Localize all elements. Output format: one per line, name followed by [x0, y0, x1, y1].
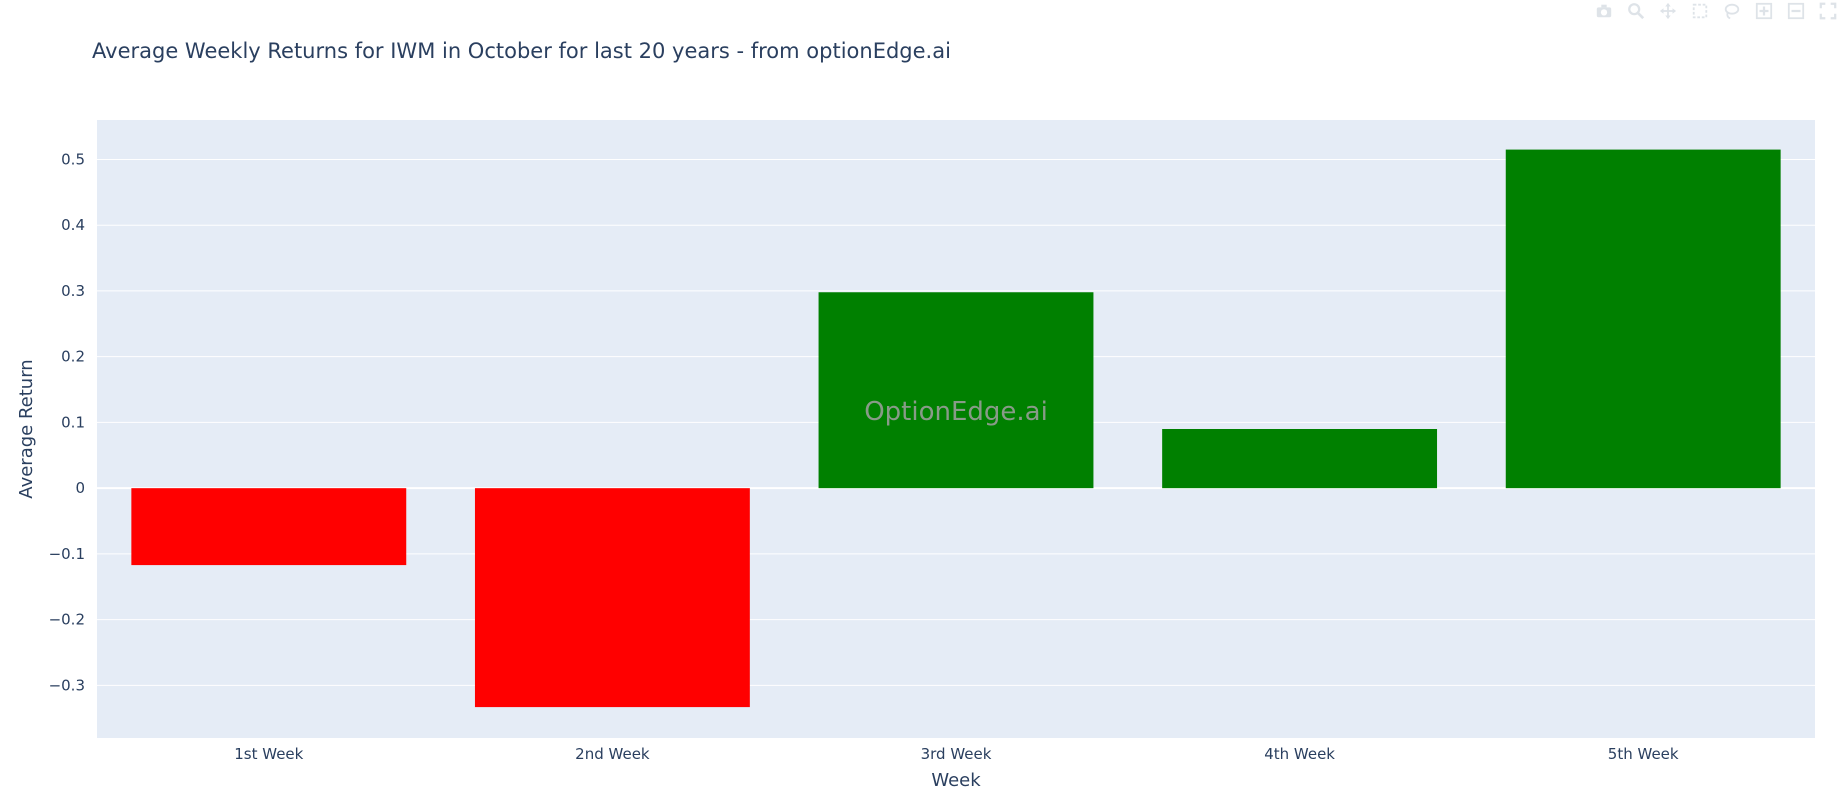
x-axis-ticks: 1st Week 2nd Week 3rd Week 4th Week 5th Week [234, 745, 1679, 763]
x-tick-label: 4th Week [1264, 745, 1335, 763]
bar-2[interactable] [474, 488, 750, 708]
modebar [1593, 0, 1839, 22]
autoscale-icon[interactable] [1817, 0, 1839, 22]
y-tick-label: 0.5 [61, 150, 85, 168]
x-tick-label: 1st Week [234, 745, 303, 763]
bar-1[interactable] [131, 488, 407, 566]
zoom-icon[interactable] [1625, 0, 1647, 22]
chart-title: Average Weekly Returns for IWM in Octobe… [92, 39, 951, 63]
bars [131, 149, 1781, 708]
bar-3[interactable] [818, 292, 1094, 489]
watermark: OptionEdge.ai [864, 397, 1048, 427]
pan-icon[interactable] [1657, 0, 1679, 22]
x-axis-label: Week [931, 770, 981, 791]
y-tick-label: −0.3 [49, 676, 85, 694]
x-tick-label: 2nd Week [575, 745, 650, 763]
x-tick-label: 5th Week [1608, 745, 1679, 763]
y-axis-label: Average Return [16, 359, 37, 498]
bar-5[interactable] [1505, 149, 1781, 489]
y-axis-ticks: −0.3 −0.2 −0.1 0 0.1 0.2 0.3 0.4 0.5 [49, 150, 85, 694]
y-tick-label: 0 [75, 479, 85, 497]
x-tick-label: 3rd Week [921, 745, 992, 763]
box-select-icon[interactable] [1689, 0, 1711, 22]
y-tick-label: −0.2 [49, 611, 85, 629]
zoom-in-icon[interactable] [1753, 0, 1775, 22]
camera-icon[interactable] [1593, 0, 1615, 22]
bar-4[interactable] [1162, 429, 1438, 489]
y-tick-label: −0.1 [49, 545, 85, 563]
y-tick-label: 0.3 [61, 282, 85, 300]
y-tick-label: 0.2 [61, 348, 85, 366]
lasso-icon[interactable] [1721, 0, 1743, 22]
y-tick-label: 0.1 [61, 413, 85, 431]
y-tick-label: 0.4 [61, 216, 85, 234]
zoom-out-icon[interactable] [1785, 0, 1807, 22]
